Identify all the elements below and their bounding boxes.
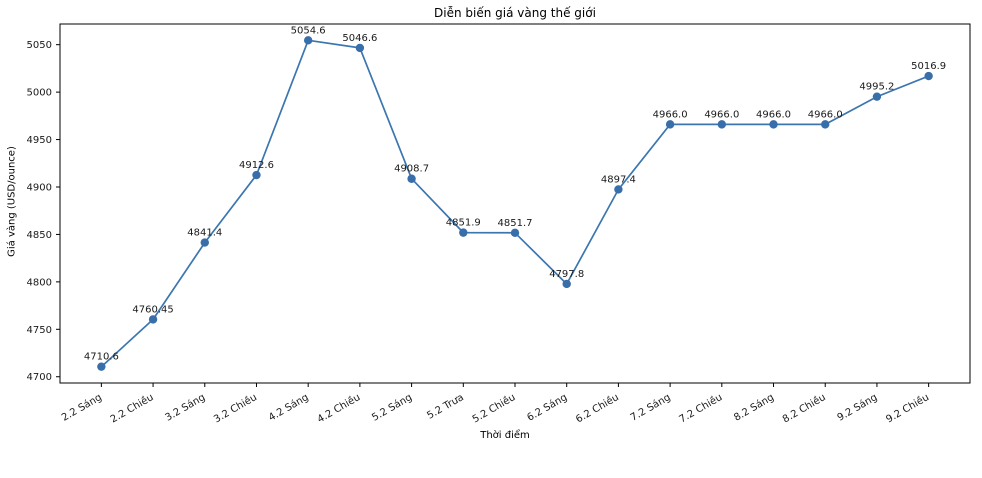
data-point-label: 4897.4 [601,174,636,185]
data-point-label: 4797.8 [549,269,584,280]
data-point-label: 5046.6 [342,33,377,44]
data-point-marker [97,362,106,371]
data-point-label: 4995.2 [859,82,894,93]
x-tick-label: 2.2 Chiều [108,391,155,425]
x-tick-label: 7.2 Chiều [677,391,724,425]
data-point-label: 4851.7 [498,218,533,229]
x-tick-label: 6.2 Sáng [525,391,569,424]
data-point-marker [665,120,675,129]
data-point-marker [148,315,158,324]
x-tick-label: 3.2 Sáng [163,391,207,424]
x-tick-label: 4.2 Chiều [315,391,362,425]
chart-title: Diễn biến giá vàng thế giới [434,6,596,20]
x-tick-label: 8.2 Chiều [780,391,827,425]
plot-border [59,23,971,384]
data-point-marker [303,36,313,45]
data-point-label: 5016.9 [911,61,946,72]
data-point-label: 5054.6 [291,25,326,36]
x-tick-label: 9.2 Sáng [835,391,879,424]
data-point-marker [355,43,365,53]
x-tick-label: 2.2 Sáng [60,391,104,424]
y-axis-title: Giá vàng (USD/ounce) [6,146,18,257]
data-point-label: 4710.6 [84,352,119,363]
y-tick-label: 4800 [27,277,52,288]
y-tick-label: 5000 [27,88,52,99]
y-tick-label: 4900 [27,182,52,193]
data-point-marker [614,185,623,194]
y-tick-label: 4850 [27,230,52,241]
data-point-marker [924,71,933,81]
data-point-marker [407,174,416,183]
data-point-marker [252,170,261,180]
x-tick-label: 5.2 Sáng [370,391,414,424]
data-point-label: 4841.4 [187,228,222,239]
x-tick-label: 7.2 Sáng [628,391,672,424]
data-point-marker [459,228,468,237]
data-point-label: 4966.0 [704,109,739,120]
x-tick-label: 6.2 Chiều [574,391,621,425]
data-point-label: 4908.7 [394,164,429,175]
data-point-label: 4912.6 [239,160,274,171]
x-tick-label: 3.2 Chiều [212,391,259,425]
x-tick-label: 5.2 Trưa [425,392,465,422]
data-point-marker [769,120,778,129]
x-axis-title: Thời điểm [480,430,530,441]
y-tick-label: 4950 [27,135,52,146]
x-tick-label: 9.2 Chiều [884,391,931,425]
data-point-marker [717,120,727,129]
data-point-marker [200,238,209,247]
data-point-label: 4851.9 [446,218,481,229]
data-point-label: 4966.0 [808,109,843,120]
line-series [100,39,929,368]
data-point-label: 4966.0 [653,109,688,120]
x-tick-label: 4.2 Sáng [266,391,310,424]
x-tick-label: 5.2 Chiều [470,391,517,425]
y-tick-label: 5050 [27,40,52,51]
data-point-marker [872,92,882,101]
data-point-label: 4760.45 [132,304,173,315]
data-point-marker [510,228,520,238]
y-tick-label: 4750 [27,325,52,336]
y-tick-label: 4700 [27,372,52,383]
x-tick-label: 8.2 Sáng [732,391,776,424]
data-point-marker [821,120,830,129]
data-point-label: 4966.0 [756,109,791,120]
data-point-marker [562,279,571,289]
